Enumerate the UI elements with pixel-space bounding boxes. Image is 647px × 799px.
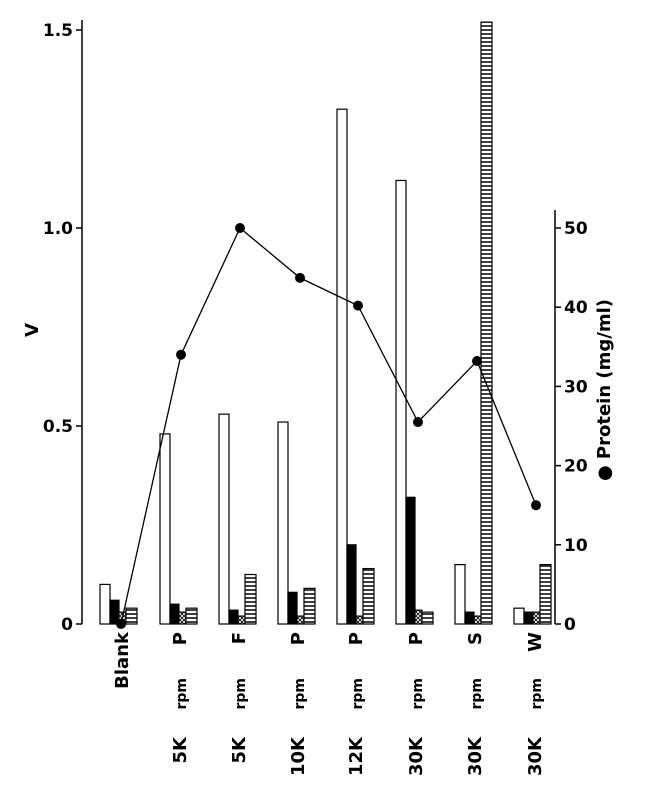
left-tick-label: 1.5 [43, 21, 73, 41]
category-unit-label: rpm [529, 678, 545, 710]
category-fraction-label: F [229, 632, 250, 644]
protein-point-2 [235, 223, 245, 233]
protein-series [116, 223, 541, 629]
bar-open-5 [395, 179, 407, 625]
bar-crosshatch-2 [237, 615, 246, 625]
bar-crosshatch-7 [532, 611, 541, 625]
bar-solid-3 [287, 591, 298, 625]
bar-solid-1 [169, 603, 180, 625]
category-speed-label: 30K [406, 736, 427, 776]
bar-crosshatch-3 [296, 615, 305, 625]
bar-crosshatch-1 [178, 611, 187, 625]
right-tick-label: 30 [564, 377, 588, 397]
category-fraction-label: P [288, 632, 309, 645]
category-speed-label: 30K [465, 736, 486, 776]
category-fraction-label: S [465, 632, 486, 645]
category-speed-label: 10K [288, 736, 309, 776]
category-unit-label: rpm [233, 678, 249, 710]
right-axis-ticks: 0 10 20 30 40 50 [555, 219, 588, 635]
protein-point-1 [176, 349, 186, 360]
bar-horizontal-hatch-1 [185, 607, 198, 625]
protein-point-3 [295, 272, 305, 283]
bar-crosshatch-6 [473, 615, 482, 625]
bar-solid-7 [523, 611, 534, 625]
bar-open-6 [454, 563, 466, 625]
category-unit-label: rpm [174, 678, 190, 710]
bar-horizontal-hatch-4 [362, 567, 375, 625]
protein-point-5 [413, 417, 423, 428]
bar-crosshatch-5 [414, 609, 423, 625]
left-tick-label: 0.5 [43, 417, 73, 437]
bar-horizontal-hatch-6 [480, 21, 493, 625]
protein-marker-glyph: ● [594, 459, 615, 481]
bar-horizontal-hatch-7 [539, 563, 552, 625]
category-fraction-label: Blank [112, 631, 133, 689]
bar-crosshatch-4 [355, 615, 364, 625]
right-axis: 0 10 20 30 40 50 ● Protein (mg/ml) [554, 210, 615, 635]
right-tick-label: 10 [564, 536, 588, 556]
bar-solid-4 [346, 544, 357, 625]
bar-open-1 [159, 433, 171, 625]
bar-solid-5 [405, 496, 416, 625]
bar-horizontal-hatch-0 [125, 607, 138, 625]
category-unit-label: rpm [469, 678, 485, 710]
bar-horizontal-hatch-5 [421, 611, 434, 625]
bar-horizontal-hatch-2 [244, 573, 257, 625]
bar-solid-2 [228, 609, 239, 625]
left-tick-label: 1.0 [43, 219, 73, 239]
category-fraction-label: P [346, 632, 367, 645]
category-speed-label: 30K [525, 736, 546, 776]
right-tick-label: 40 [564, 298, 588, 318]
protein-point-7 [531, 500, 541, 511]
protein-line [120, 226, 537, 625]
right-tick-label: 50 [564, 219, 588, 239]
y2-axis-title-text: Protein (mg/ml) [594, 299, 615, 459]
bar-open-2 [218, 413, 230, 625]
bar-open-3 [277, 421, 289, 625]
protein-point-6 [472, 356, 482, 367]
category-unit-label: rpm [410, 678, 426, 710]
category-fraction-label: P [406, 632, 427, 645]
bar-open-7 [513, 607, 525, 625]
bar-open-0 [99, 583, 111, 625]
category-unit-label: rpm [292, 678, 308, 710]
protein-point-0 [116, 619, 126, 629]
left-tick-label: 0 [61, 615, 73, 635]
bar-open-4 [336, 108, 348, 625]
category-speed-label: 5K [229, 736, 250, 764]
category-fraction-label: W [525, 632, 546, 652]
bars [99, 21, 552, 625]
bar-horizontal-hatch-3 [303, 587, 316, 625]
protein-point-4 [353, 300, 363, 311]
y-axis-title: V [22, 323, 43, 337]
category-speed-label: 12K [346, 736, 367, 776]
left-axis-ticks: 0 0.5 1.0 1.5 [43, 21, 82, 635]
right-tick-label: 0 [564, 615, 576, 635]
category-unit-label: rpm [350, 678, 366, 710]
y2-axis-title: ● Protein (mg/ml) [594, 299, 615, 481]
category-fraction-label: P [170, 632, 191, 645]
bar-solid-6 [464, 611, 475, 625]
right-tick-label: 20 [564, 457, 588, 477]
category-speed-label: 5K [170, 736, 191, 764]
left-axis: 0 0.5 1.0 1.5 V [22, 20, 83, 635]
